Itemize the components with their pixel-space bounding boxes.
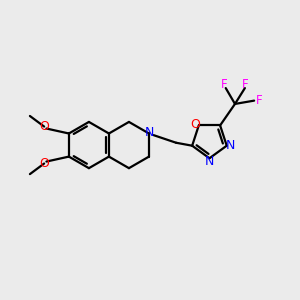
Text: F: F: [221, 78, 227, 91]
Text: F: F: [242, 78, 248, 91]
Text: N: N: [205, 155, 214, 168]
Text: O: O: [190, 118, 200, 130]
Text: N: N: [226, 139, 236, 152]
Text: O: O: [39, 120, 49, 133]
Text: N: N: [145, 126, 154, 139]
Text: O: O: [39, 157, 49, 170]
Text: F: F: [255, 94, 262, 107]
